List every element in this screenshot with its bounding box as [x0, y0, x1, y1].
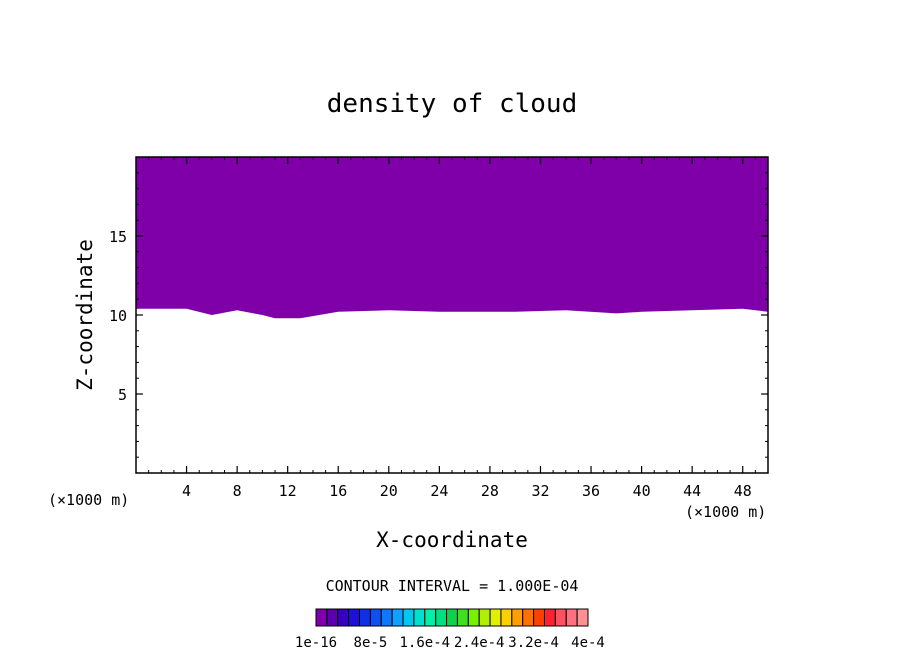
contour-fill-area [136, 157, 768, 319]
colorbar-swatch [478, 608, 491, 627]
y-axis-label: Z-coordinate [73, 239, 97, 391]
x-tick-label: 20 [380, 482, 398, 500]
y-tick-label: 5 [118, 386, 127, 404]
y-tick-label: 15 [109, 228, 127, 246]
contour-band-5 [136, 157, 768, 319]
colorbar-swatch [500, 608, 513, 627]
colorbar [315, 608, 589, 627]
colorbar-swatch [489, 608, 502, 627]
colorbar-swatch [467, 608, 480, 627]
x-tick-label: 40 [633, 482, 651, 500]
x-tick-label: 28 [481, 482, 499, 500]
x-tick-label: 32 [531, 482, 549, 500]
colorbar-labels: 1e-16 8e-5 1.6e-4 2.4e-4 3.2e-4 4e-4 [295, 635, 605, 651]
colorbar-swatch [380, 608, 393, 627]
colorbar-swatch [424, 608, 437, 627]
colorbar-swatch [402, 608, 415, 627]
y-tick-label: 10 [109, 307, 127, 325]
colorbar-swatch [391, 608, 404, 627]
x-tick-label: 48 [734, 482, 752, 500]
x-tick-label: 24 [430, 482, 448, 500]
y-axis: 5 10 15 [109, 172, 768, 458]
colorbar-swatch [511, 608, 524, 627]
x-axis-label: X-coordinate [376, 528, 528, 552]
colorbar-tick-label: 1e-16 [295, 635, 337, 651]
colorbar-tick-label: 8e-5 [354, 635, 388, 651]
colorbar-swatch [326, 608, 339, 627]
x-tick-label: 8 [233, 482, 242, 500]
colorbar-swatch [369, 608, 382, 627]
colorbar-swatch [576, 608, 589, 627]
colorbar-swatch [435, 608, 448, 627]
colorbar-tick-label: 3.2e-4 [508, 635, 559, 651]
colorbar-swatch [413, 608, 426, 627]
colorbar-swatch [565, 608, 578, 627]
colorbar-tick-label: 2.4e-4 [454, 635, 505, 651]
x-unit-left-label: (×1000 m) [48, 491, 129, 509]
colorbar-tick-label: 4e-4 [571, 635, 605, 651]
colorbar-swatch [543, 608, 556, 627]
colorbar-swatch [446, 608, 458, 627]
x-unit-right-label: (×1000 m) [685, 503, 766, 521]
colorbar-swatch [554, 608, 567, 627]
colorbar-swatch [315, 608, 328, 627]
colorbar-swatch [533, 608, 545, 627]
colorbar-swatch [522, 608, 535, 627]
x-tick-label: 12 [279, 482, 297, 500]
x-tick-label: 16 [329, 482, 347, 500]
chart-title: density of cloud [327, 89, 577, 119]
x-tick-label: 36 [582, 482, 600, 500]
colorbar-swatch [359, 608, 371, 627]
colorbar-swatch [456, 608, 469, 627]
colorbar-swatch [348, 608, 361, 627]
colorbar-swatch [337, 608, 350, 627]
contour-interval-label: CONTOUR INTERVAL = 1.000E-04 [326, 577, 579, 595]
x-axis: 4 8 12 16 20 24 28 32 36 40 44 48 [148, 157, 756, 500]
x-tick-label: 4 [182, 482, 191, 500]
x-tick-label: 44 [683, 482, 701, 500]
colorbar-tick-label: 1.6e-4 [400, 635, 451, 651]
